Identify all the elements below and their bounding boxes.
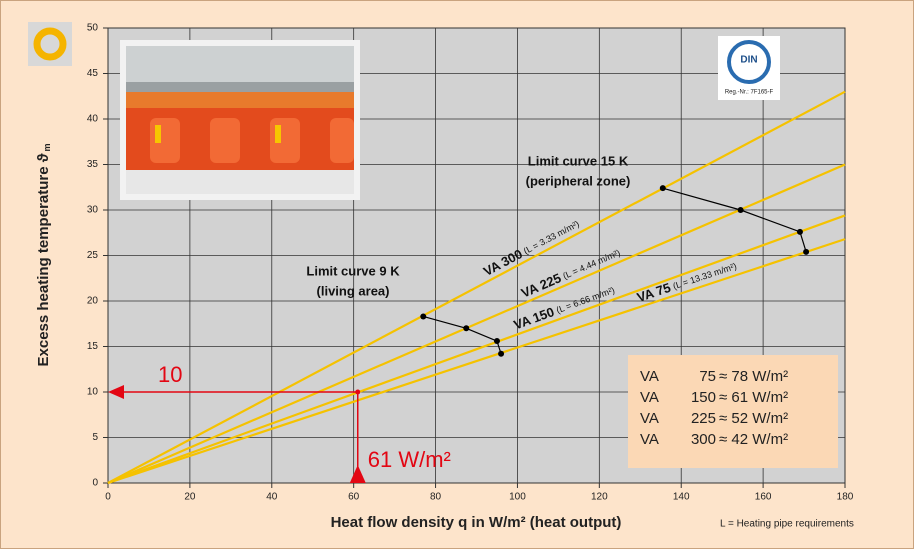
reading-y-label: 10 — [158, 362, 182, 387]
photo-layer — [126, 170, 354, 194]
table-box — [628, 355, 838, 468]
y-tick-label: 10 — [87, 387, 99, 398]
limit-point — [796, 228, 803, 235]
y-tick-label: 35 — [87, 159, 99, 170]
table-label: VA — [640, 368, 659, 385]
y-tick-label: 40 — [87, 114, 99, 125]
x-tick-label: 80 — [430, 492, 442, 503]
x-tick-label: 120 — [591, 492, 608, 503]
limit-point — [493, 338, 500, 345]
table-pipe: 150 — [691, 389, 716, 406]
photo-knob — [270, 118, 300, 163]
x-tick-label: 100 — [509, 492, 526, 503]
photo-clip — [275, 125, 281, 143]
y-axis-title: Excess heating temperature ϑm — [35, 144, 52, 367]
limit-point — [498, 350, 505, 357]
y-axis-title-main: Excess heating temperature ϑ — [35, 153, 52, 366]
photo — [120, 40, 360, 200]
table-value: ≈ 78 W/m² — [719, 368, 788, 385]
table-label: VA — [640, 431, 659, 448]
x-tick-label: 180 — [837, 492, 854, 503]
x-tick-label: 20 — [184, 492, 196, 503]
y-tick-label: 0 — [92, 478, 98, 489]
x-axis-title: Heat flow density q in W/m² (heat output… — [331, 514, 622, 531]
y-tick-label: 30 — [87, 205, 99, 216]
x-tick-label: 140 — [673, 492, 690, 503]
y-tick-label: 15 — [87, 341, 99, 352]
y-tick-label: 50 — [87, 23, 99, 34]
table-label: VA — [640, 410, 659, 427]
table-value: ≈ 61 W/m² — [719, 389, 788, 406]
logo-text: DIN — [740, 55, 757, 66]
limit-curve-title: (living area) — [317, 283, 390, 298]
x-tick-label: 40 — [266, 492, 278, 503]
icon-ring — [33, 27, 67, 61]
table-pipe: 75 — [699, 368, 716, 385]
logo-registration: Reg.-Nr.: 7F165-F — [725, 90, 774, 96]
x-tick-label: 0 — [105, 492, 111, 503]
table-label: VA — [640, 389, 659, 406]
photo-knob — [210, 118, 240, 163]
photo-knob — [150, 118, 180, 163]
y-axis-title-sub: m — [42, 144, 52, 152]
limit-curve-title: Limit curve 15 K — [528, 153, 629, 168]
reading-arrow — [108, 385, 124, 399]
value-table — [628, 355, 838, 468]
reading-point — [355, 389, 361, 395]
note: L = Heating pipe requirements — [720, 519, 854, 530]
plot-border — [107, 27, 846, 484]
limit-curve-title: (peripheral zone) — [526, 173, 631, 188]
limit-curve — [662, 187, 807, 253]
series-line — [107, 90, 846, 484]
table-pipe: 300 — [691, 431, 716, 448]
table-pipe: 225 — [691, 410, 716, 427]
photo-clip — [155, 125, 161, 143]
table-value: ≈ 52 W/m² — [719, 410, 788, 427]
photo-layer — [126, 82, 354, 92]
photo-layer — [126, 92, 354, 108]
limit-point — [463, 325, 470, 332]
limit-curve — [423, 315, 502, 354]
limit-point — [659, 185, 666, 192]
series-line — [107, 163, 846, 485]
x-tick-label: 160 — [755, 492, 772, 503]
reading-arrow — [349, 465, 366, 483]
y-tick-label: 5 — [92, 432, 98, 443]
limit-curve-title: Limit curve 9 K — [306, 263, 400, 278]
x-tick-label: 60 — [348, 492, 360, 503]
logo: DIN Reg.-Nr.: 7F165-F — [718, 36, 780, 100]
lines — [107, 90, 846, 485]
series-line — [107, 214, 846, 485]
limit-point — [803, 248, 810, 255]
y-tick-label: 45 — [87, 68, 99, 79]
y-tick-label: 20 — [87, 296, 99, 307]
photo-knob — [330, 118, 354, 163]
limit-point — [420, 313, 427, 320]
table-value: ≈ 42 W/m² — [719, 431, 788, 448]
series-line — [107, 238, 846, 485]
y-tick-label: 25 — [87, 250, 99, 261]
logo-ring — [727, 40, 771, 84]
reading-x-label: 61 W/m² — [368, 447, 451, 472]
limit-point — [737, 207, 744, 213]
